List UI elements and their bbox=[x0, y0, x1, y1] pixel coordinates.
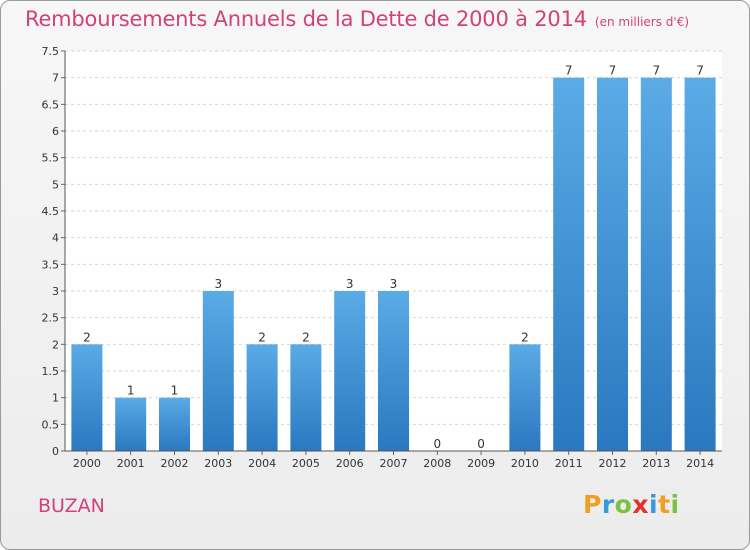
bar bbox=[597, 77, 628, 452]
x-tick-label: 2005 bbox=[292, 457, 320, 470]
x-tick-label: 2008 bbox=[423, 457, 451, 470]
data-label: 7 bbox=[565, 64, 573, 78]
data-label: 2 bbox=[83, 330, 91, 344]
x-tick-label: 2012 bbox=[599, 457, 627, 470]
y-tick-label: 2.5 bbox=[42, 312, 60, 325]
chart-title-text: Remboursements Annuels de la Dette de 20… bbox=[25, 7, 587, 31]
logo-letter: r bbox=[601, 490, 615, 519]
data-label: 7 bbox=[696, 64, 704, 78]
data-label: 0 bbox=[433, 437, 441, 451]
data-label: 7 bbox=[609, 64, 617, 78]
bar bbox=[553, 77, 585, 452]
bar bbox=[378, 291, 409, 451]
logo-letter: t bbox=[658, 490, 671, 519]
y-tick-label: 2 bbox=[52, 338, 59, 351]
y-tick-label: 7.5 bbox=[42, 45, 60, 58]
bar bbox=[684, 77, 716, 452]
y-tick-label: 4.5 bbox=[42, 205, 60, 218]
bar bbox=[115, 397, 147, 451]
logo-letter: i bbox=[670, 490, 680, 519]
x-tick-label: 2003 bbox=[204, 457, 232, 470]
bar bbox=[71, 344, 103, 451]
logo-letter: o bbox=[614, 490, 633, 519]
y-tick-label: 6.5 bbox=[42, 98, 60, 111]
bar bbox=[159, 397, 190, 451]
bar bbox=[509, 344, 541, 451]
logo-letter: P bbox=[583, 490, 602, 519]
x-tick-label: 2007 bbox=[380, 457, 408, 470]
bar bbox=[290, 344, 322, 451]
x-tick-label: 2000 bbox=[73, 457, 101, 470]
data-label: 1 bbox=[127, 384, 135, 398]
data-label: 1 bbox=[171, 384, 179, 398]
y-tick-label: 7 bbox=[52, 72, 59, 85]
data-label: 2 bbox=[258, 330, 266, 344]
y-tick-label: 1 bbox=[52, 392, 59, 405]
commune-name: BUZAN bbox=[38, 495, 105, 517]
x-tick-label: 2010 bbox=[511, 457, 539, 470]
data-label: 7 bbox=[652, 64, 660, 78]
proxiti-logo: Proxiti bbox=[583, 490, 680, 519]
data-label: 3 bbox=[390, 277, 398, 291]
y-tick-label: 5 bbox=[52, 178, 59, 191]
chart-title: Remboursements Annuels de la Dette de 20… bbox=[25, 7, 689, 31]
bar bbox=[246, 344, 278, 451]
data-label: 3 bbox=[214, 277, 222, 291]
x-tick-label: 2002 bbox=[161, 457, 189, 470]
x-tick-label: 2004 bbox=[248, 457, 276, 470]
x-tick-label: 2009 bbox=[467, 457, 495, 470]
x-tick-label: 2001 bbox=[117, 457, 145, 470]
x-tick-label: 2011 bbox=[555, 457, 583, 470]
data-label: 2 bbox=[302, 330, 310, 344]
y-tick-label: 6 bbox=[52, 125, 59, 138]
data-label: 0 bbox=[477, 437, 485, 451]
x-tick-label: 2006 bbox=[336, 457, 364, 470]
y-tick-label: 0 bbox=[52, 445, 59, 458]
logo-letter: x bbox=[632, 490, 649, 519]
y-tick-label: 4 bbox=[52, 232, 59, 245]
y-tick-label: 3.5 bbox=[42, 258, 60, 271]
y-tick-label: 1.5 bbox=[42, 365, 60, 378]
y-tick-label: 5.5 bbox=[42, 152, 60, 165]
y-tick-label: 0.5 bbox=[42, 418, 60, 431]
y-tick-label: 3 bbox=[52, 285, 59, 298]
bar bbox=[640, 77, 672, 452]
bar bbox=[334, 291, 366, 451]
data-label: 3 bbox=[346, 277, 354, 291]
data-label: 2 bbox=[521, 330, 529, 344]
chart-unit: (en milliers d'€) bbox=[594, 15, 690, 29]
logo-letter: i bbox=[649, 490, 659, 519]
bar bbox=[202, 291, 234, 451]
x-tick-label: 2014 bbox=[686, 457, 714, 470]
x-tick-label: 2013 bbox=[642, 457, 670, 470]
